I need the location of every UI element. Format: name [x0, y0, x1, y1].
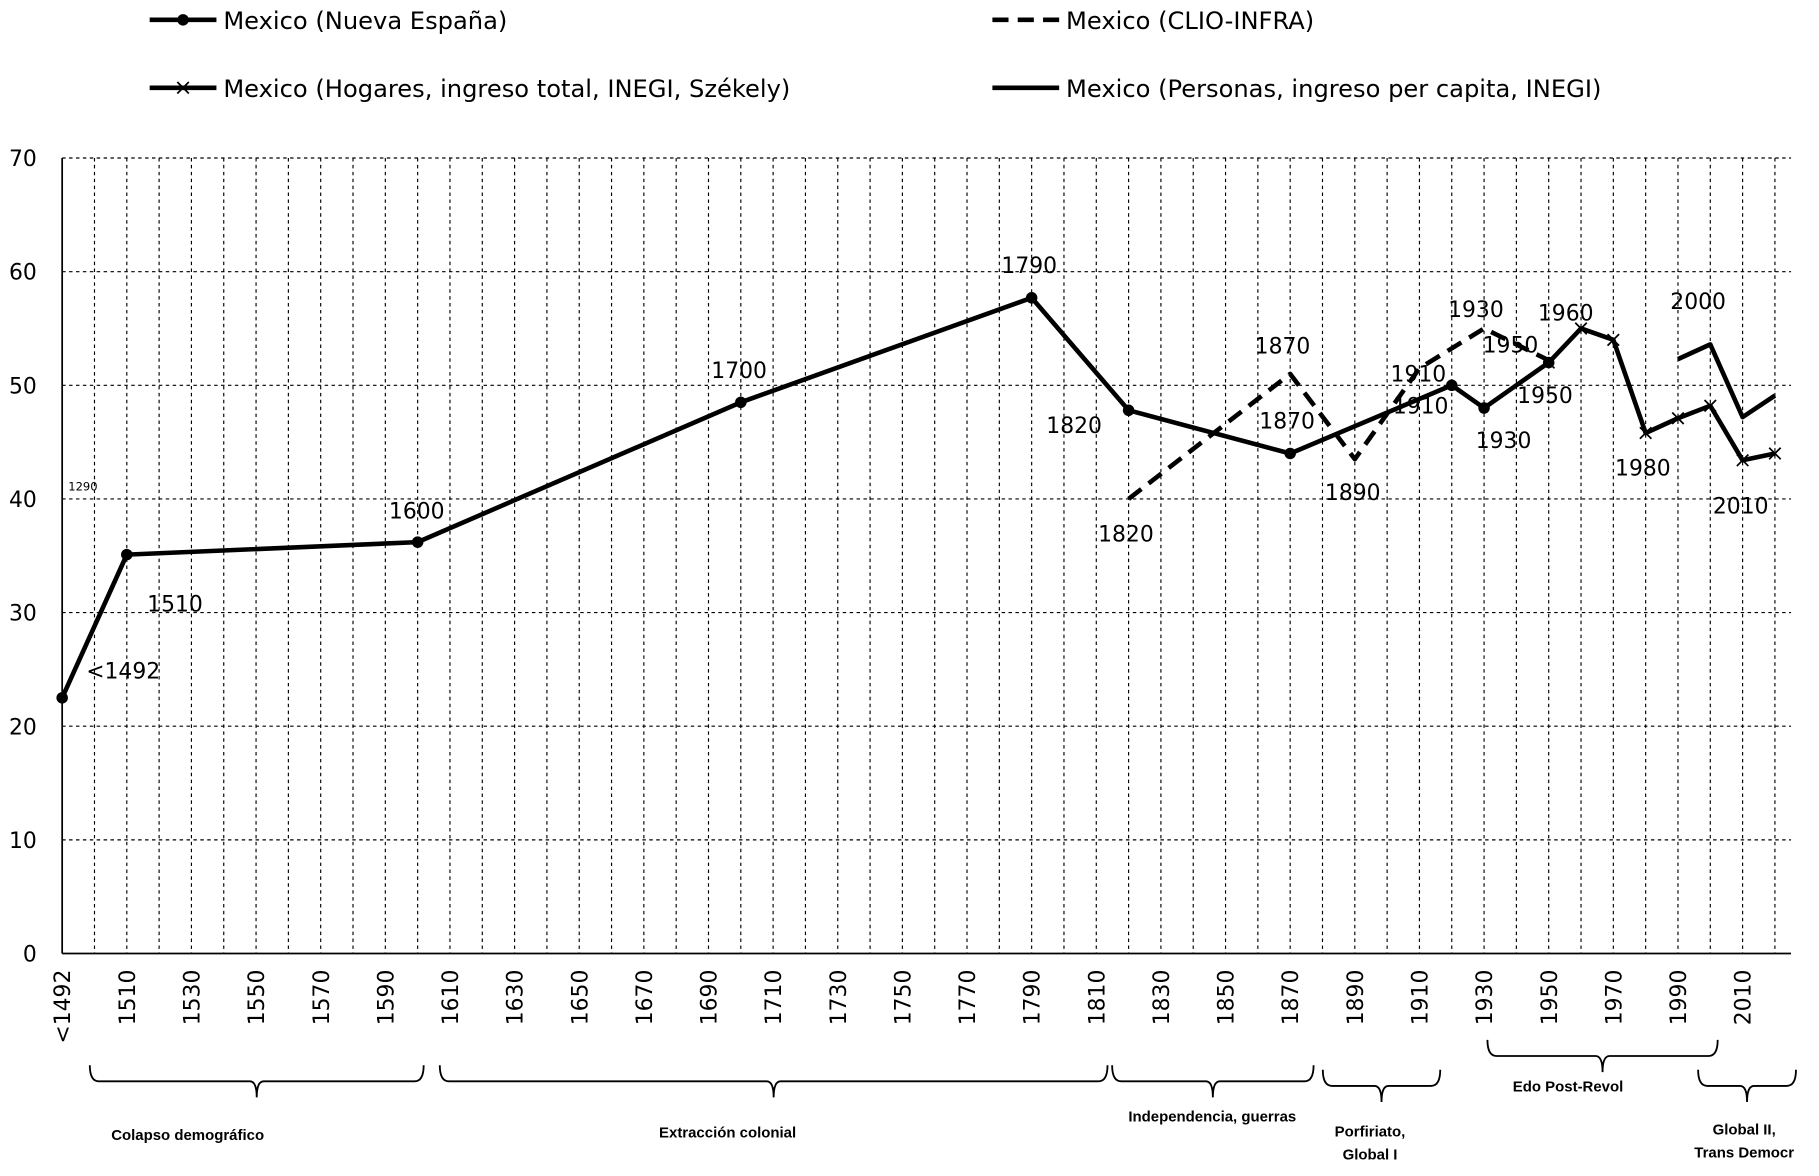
x-tick-label: 1950	[1538, 970, 1563, 1026]
period-bracket	[1697, 1069, 1797, 1103]
x-tick-label: 1770	[956, 970, 981, 1026]
period-label: Edo Post-Revol	[1513, 1079, 1624, 1096]
annotation: 1980	[1615, 457, 1671, 482]
x-tick-label: 1810	[1085, 970, 1110, 1026]
period-label: Global II,	[1713, 1121, 1776, 1138]
annotation: 1820	[1098, 522, 1154, 547]
period-label: Global I	[1343, 1147, 1398, 1164]
period-bracket	[1111, 1065, 1315, 1098]
y-tick-label: 30	[9, 602, 37, 627]
x-tick-label: 1610	[439, 970, 464, 1026]
annotation: 1870	[1255, 335, 1311, 360]
legend-marker	[176, 81, 190, 95]
period-bracket	[88, 1065, 425, 1098]
legend-marker	[177, 14, 189, 26]
series-line	[60, 295, 1551, 699]
x-tick-label: 1850	[1215, 970, 1240, 1026]
period-label: Trans Democr	[1694, 1144, 1794, 1161]
x-tick-label: <1492	[51, 970, 76, 1044]
y-tick-label: 40	[9, 488, 37, 513]
x-tick-label: 1930	[1473, 970, 1498, 1026]
period-label: Colapso demográfico	[111, 1127, 264, 1144]
marker	[1606, 333, 1620, 347]
x-tick-label: 1750	[891, 970, 916, 1026]
period-label: Porfiriato,	[1335, 1124, 1406, 1141]
x-tick-label: 2010	[1732, 970, 1757, 1026]
period-bracket	[438, 1065, 1109, 1098]
series-line	[1547, 326, 1776, 463]
annotation: 1930	[1476, 429, 1532, 454]
marker	[1703, 399, 1717, 413]
x-tick-label: 1890	[1344, 970, 1369, 1026]
annotation: 1790	[1001, 254, 1057, 279]
marker	[56, 692, 68, 704]
y-tick-label: 20	[9, 715, 37, 740]
marker	[1736, 453, 1749, 467]
x-tick-label: 1790	[1021, 970, 1046, 1026]
annotation: <1492	[86, 659, 160, 684]
legend-label: Mexico (Personas, ingreso per capita, IN…	[1066, 75, 1601, 103]
annotation: 1820	[1046, 414, 1102, 439]
x-tick-label: 1630	[504, 970, 529, 1026]
x-tick-label: 1690	[698, 970, 723, 1026]
annotation: 1600	[389, 499, 445, 524]
x-tick-label: 1590	[374, 970, 399, 1026]
annotation: 1290	[68, 480, 97, 494]
x-tick-label: 1670	[633, 970, 658, 1026]
x-tick-label: 1730	[827, 970, 852, 1026]
y-tick-label: 50	[9, 374, 37, 399]
period-label: Independencia, guerras	[1128, 1109, 1296, 1126]
annotation: 1950	[1483, 334, 1539, 359]
marker	[1284, 447, 1296, 460]
x-tick-label: 1970	[1602, 970, 1627, 1026]
y-tick-label: 60	[9, 261, 37, 286]
y-tick-label: 10	[9, 829, 37, 854]
legend-label: Mexico (Nueva España)	[223, 7, 507, 35]
legend-label: Mexico (Hogares, ingreso total, INEGI, S…	[223, 75, 790, 103]
annotation: 1870	[1259, 410, 1315, 435]
legend-label: Mexico (CLIO-INFRA)	[1066, 7, 1314, 35]
marker	[1574, 322, 1588, 335]
series-line	[1677, 342, 1777, 420]
annotation: 1950	[1517, 384, 1573, 409]
marker	[1639, 426, 1653, 440]
x-tick-label: 1990	[1667, 970, 1692, 1026]
marker	[735, 396, 747, 409]
period-label: Extracción colonial	[659, 1125, 796, 1142]
annotation: 1930	[1448, 298, 1504, 323]
x-tick-label: 1870	[1279, 970, 1304, 1026]
marker	[411, 536, 424, 548]
annotation: 1890	[1325, 481, 1381, 506]
annotation: 2010	[1713, 495, 1769, 520]
x-tick-label: 1910	[1409, 970, 1434, 1026]
x-tick-label: 1550	[245, 970, 270, 1026]
marker	[1768, 447, 1782, 460]
marker	[1542, 356, 1556, 369]
x-tick-label: 1510	[116, 970, 141, 1026]
marker	[1446, 379, 1458, 392]
marker	[1122, 404, 1135, 417]
marker	[1671, 411, 1685, 425]
x-tick-label: 1650	[568, 970, 593, 1026]
y-tick-label: 0	[23, 943, 37, 968]
marker	[1478, 402, 1490, 414]
x-tick-label: 1710	[762, 970, 787, 1026]
y-tick-label: 70	[9, 147, 37, 172]
annotation: 1700	[711, 359, 767, 384]
x-tick-label: 1830	[1150, 970, 1175, 1026]
annotation: 2000	[1670, 290, 1726, 315]
x-tick-label: 1570	[310, 970, 335, 1026]
annotation: 1510	[147, 593, 203, 618]
x-tick-label: 1530	[180, 970, 205, 1026]
series-line	[1127, 326, 1550, 501]
period-bracket	[1486, 1039, 1719, 1073]
annotation: 1910	[1391, 362, 1447, 387]
annotation: 1960	[1538, 301, 1594, 326]
marker	[121, 548, 133, 561]
period-bracket	[1321, 1069, 1442, 1103]
marker	[1025, 292, 1038, 304]
annotation: 1910	[1393, 395, 1449, 420]
